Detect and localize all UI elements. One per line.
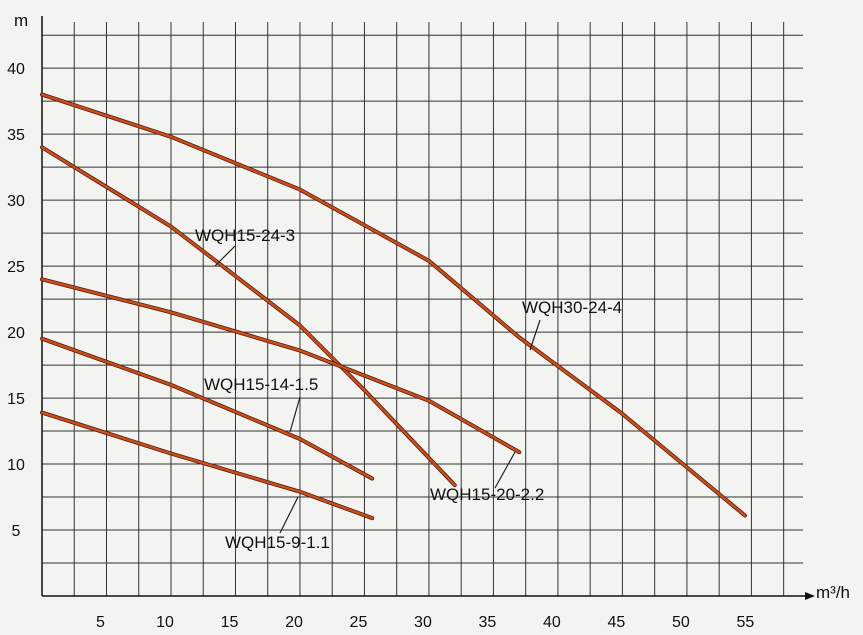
y-axis-label: m [14, 11, 28, 30]
x-tick-label: 20 [285, 614, 303, 631]
leader-line [289, 396, 301, 433]
leader-line [214, 245, 236, 267]
curve [40, 146, 456, 487]
series-label: WQH15-14-1.5 [204, 375, 318, 394]
y-tick-label: 30 [7, 193, 25, 210]
curve [40, 411, 374, 520]
series-label: WQH30-24-4 [522, 298, 622, 317]
y-tick-label: 40 [7, 61, 25, 78]
x-tick-label: 25 [350, 614, 368, 631]
leader-line [494, 451, 516, 489]
x-tick-label: 40 [543, 614, 561, 631]
x-tick-label: 5 [96, 614, 105, 631]
x-tick-label: 55 [737, 614, 755, 631]
x-axis-label: m³/h [816, 583, 850, 602]
series-label: WQH15-24-3 [195, 226, 295, 245]
x-axis-arrow [805, 592, 815, 600]
series-label: WQH15-20-2.2 [430, 485, 544, 504]
x-tick-label: 50 [672, 614, 690, 631]
curve [40, 93, 747, 517]
curve [40, 278, 521, 454]
x-tick-label: 45 [608, 614, 626, 631]
series-label: WQH15-9-1.1 [225, 533, 330, 552]
y-tick-label: 10 [7, 457, 25, 474]
y-tick-label: 15 [7, 391, 25, 408]
x-tick-label: 30 [414, 614, 432, 631]
x-tick-label: 35 [479, 614, 497, 631]
y-tick-label: 35 [7, 127, 25, 144]
curve-outline [40, 145, 457, 488]
curve [40, 337, 374, 480]
x-tick-label: 10 [156, 614, 174, 631]
leader-line [279, 496, 299, 534]
leader-line [529, 319, 541, 351]
y-tick-label: 25 [7, 259, 25, 276]
y-tick-label: 20 [7, 325, 25, 342]
x-tick-label: 15 [221, 614, 239, 631]
y-tick-label: 5 [12, 523, 21, 540]
